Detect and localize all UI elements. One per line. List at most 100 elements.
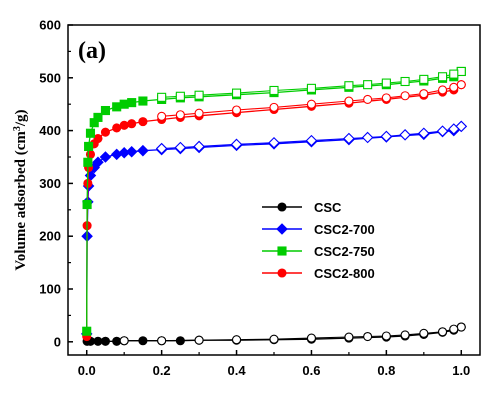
x-tick-label: 0.2 [153,363,171,378]
series-csc [82,322,466,346]
y-tick-label: 400 [39,123,61,138]
desorption-point [174,141,187,154]
adsorption-point [93,112,103,122]
y-tick-label: 0 [54,334,61,349]
legend-label: CSC2-800 [314,266,375,281]
desorption-point [269,85,279,96]
adsorption-point [127,119,137,129]
adsorption-point [112,123,122,133]
desorption-point [419,328,429,338]
legend: CSC CSC2-700 CSC2-750 CSC2-800 [262,200,375,281]
desorption-point [344,96,354,106]
legend-marker [277,202,287,212]
legend-label: CSC2-700 [314,222,375,237]
desorption-point [363,94,373,104]
x-tick-label: 0.6 [302,363,320,378]
x-tick-label: 0.4 [228,363,247,378]
desorption-point [381,78,391,88]
adsorption-point [175,336,185,346]
desorption-point [418,127,430,140]
desorption-point [455,120,468,133]
adsorption-point [93,336,103,346]
legend-item: CSC2-750 [262,244,375,259]
desorption-point [400,76,410,87]
y-tick-label: 600 [39,18,61,33]
desorption-point [175,110,185,120]
adsorption-point [92,156,104,169]
adsorption-point [127,98,137,108]
series-layer [80,66,468,346]
legend-label: CSC2-750 [314,244,375,259]
adsorption-point [100,127,111,137]
desorption-point [157,111,167,121]
desorption-point [230,138,243,151]
panel-label: (a) [78,38,106,64]
desorption-point [157,92,167,102]
legend-item: CSC2-700 [262,222,375,237]
adsorption-point [138,117,148,127]
desorption-point [456,322,466,332]
desorption-point [268,136,280,149]
plot-area [68,25,480,355]
desorption-point [157,336,167,346]
y-tick-label: 200 [39,229,61,244]
desorption-point [437,85,448,95]
desorption-point [306,99,317,109]
adsorption-point [119,99,129,109]
desorption-point [363,331,373,342]
desorption-point [437,327,448,337]
desorption-point [193,140,205,153]
desorption-point [448,123,460,135]
adsorption-point [82,199,92,210]
adsorption-point [93,133,103,144]
legend-marker [277,268,287,278]
desorption-point [344,81,354,91]
desorption-point [231,335,242,345]
desorption-point [194,90,204,100]
desorption-point [436,125,449,137]
desorption-point [419,89,429,99]
desorption-point [269,334,279,344]
legend-marker [277,246,287,256]
desorption-point [400,91,410,101]
desorption-point [305,134,318,147]
adsorption-point [100,336,111,346]
adsorption-point [119,120,129,130]
adsorption-point [138,96,148,106]
adsorption-point [137,144,149,157]
desorption-point [231,88,242,98]
desorption-point [381,93,391,103]
x-tick-label: 0.0 [78,363,96,378]
desorption-point [231,105,242,115]
y-tick-label: 500 [39,70,61,85]
adsorption-point [83,157,93,167]
y-tick-label: 100 [39,282,61,297]
desorption-point [419,74,429,84]
adsorption-point [112,336,122,346]
adsorption-point [138,336,148,346]
adsorption-point [112,102,122,112]
adsorption-point [85,128,96,138]
adsorption-point [82,326,92,336]
legend-marker [276,223,288,235]
axis-layer: 0.0 0.2 0.4 0.6 0.8 1.0 0 100 200 300 400 500 600 [39,18,470,379]
series-csc2-750 [82,66,466,336]
desorption-point [449,69,459,79]
adsorption-point [100,105,111,116]
y-axis-label: Volume adsorbed (cm3/g) [12,109,30,270]
series-csc2-800 [82,80,466,342]
x-tick-label: 1.0 [452,363,470,378]
desorption-point [400,330,410,340]
desorption-point [306,333,317,343]
desorption-point [456,80,466,90]
legend-label: CSC [314,200,342,215]
legend-item: CSC [262,200,342,215]
desorption-point [344,332,354,342]
desorption-point [194,335,204,345]
y-tick-label: 300 [39,176,61,191]
desorption-point [269,102,279,112]
desorption-point [449,324,459,334]
adsorption-point [125,145,138,158]
adsorption-point [84,141,94,151]
desorption-point [361,131,374,144]
